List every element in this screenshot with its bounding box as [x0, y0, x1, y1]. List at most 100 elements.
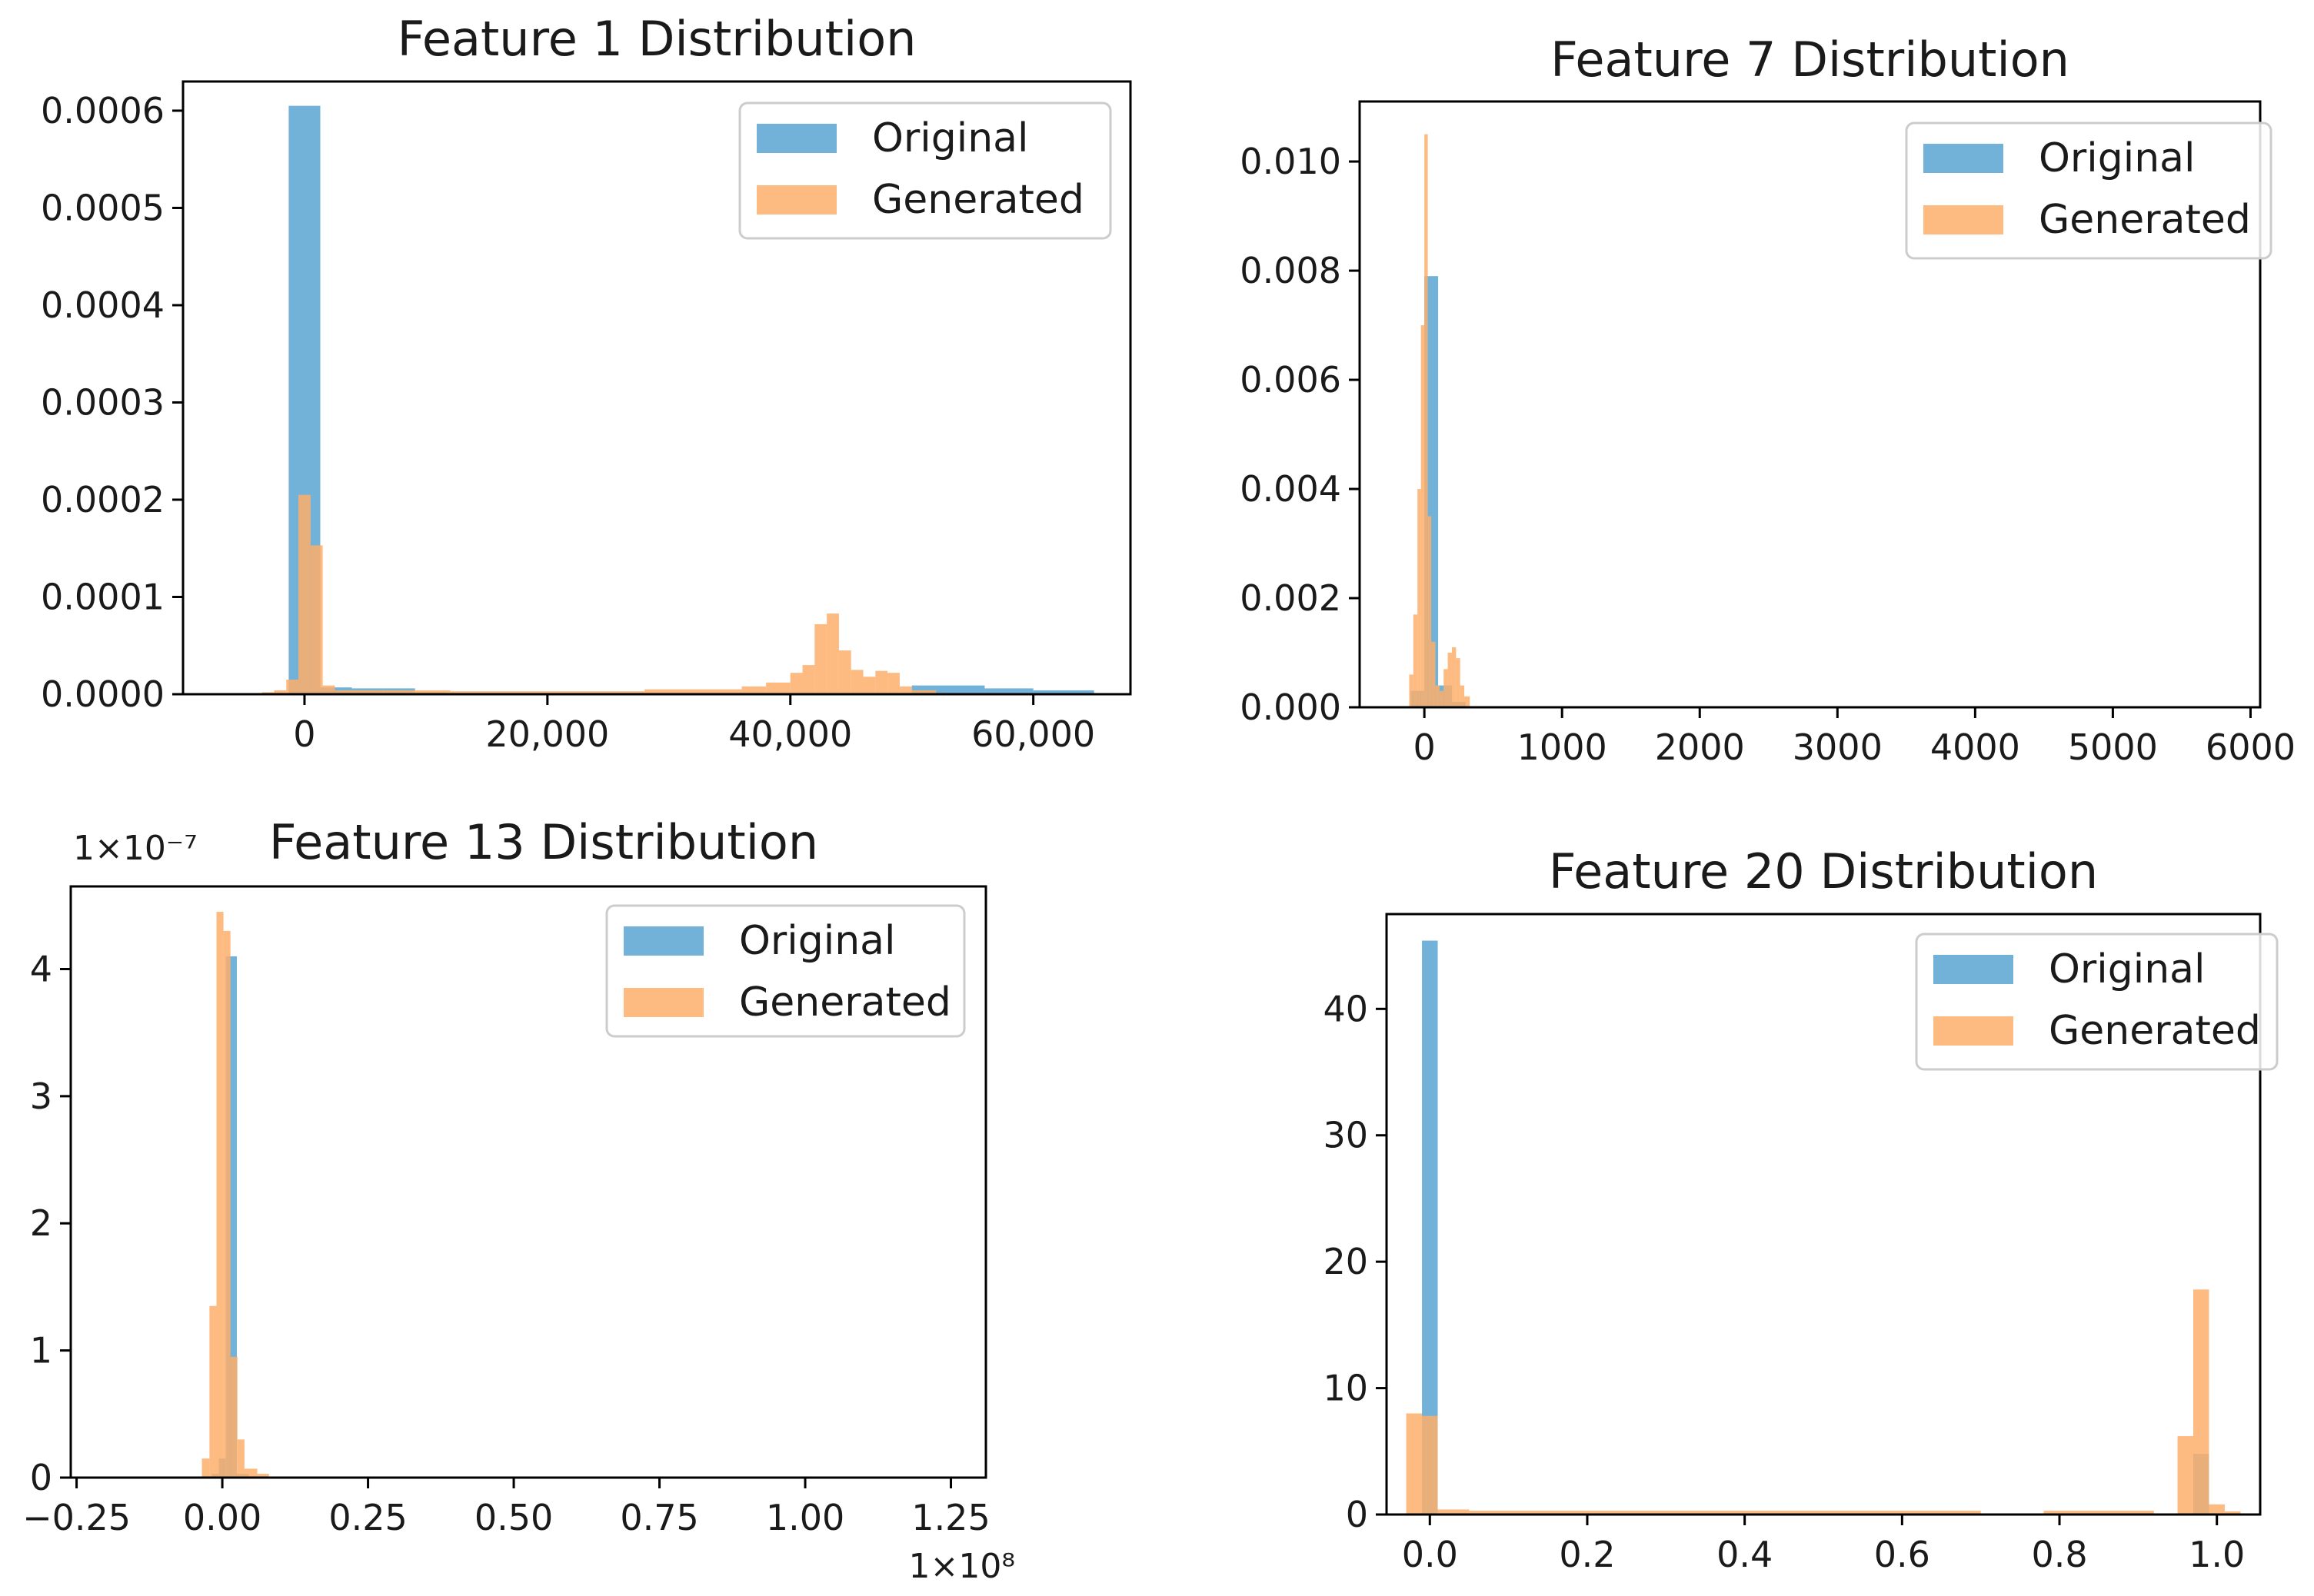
bar-generated-7 — [377, 690, 451, 694]
x-tick-label: 0.50 — [474, 1497, 553, 1538]
bar-generated-3 — [1420, 325, 1425, 707]
legend-swatch-generated — [757, 185, 837, 214]
bar-generated-8 — [1439, 690, 1444, 707]
y-tick-label: 0 — [1346, 1494, 1368, 1535]
bar-generated-14 — [1464, 696, 1470, 707]
bar-generated-5 — [1427, 516, 1432, 707]
bar-generated-7 — [257, 1474, 269, 1478]
bar-generated-4 — [230, 1356, 238, 1478]
x-tick-label: 0.75 — [620, 1497, 698, 1538]
x-tick-label: 0.4 — [1716, 1534, 1773, 1575]
bar-generated-15 — [827, 613, 839, 694]
series-generated — [1406, 1289, 2241, 1515]
y-tick-label: 0.0001 — [41, 576, 165, 617]
bar-generated-19 — [875, 670, 888, 694]
chart-panel-2: 0 1000 2000 3000 4000 5000 6000 0.000 0.002 0.004… — [1240, 32, 2296, 768]
plot-frame — [181, 80, 1132, 696]
bar-generated-7 — [1435, 685, 1440, 707]
bar-generated-1 — [209, 1305, 217, 1478]
legend-label-generated: Generated — [739, 979, 951, 1026]
legend: Original Generated — [1915, 933, 2279, 1071]
legend-swatch-generated — [624, 988, 704, 1017]
bar-generated-6 — [335, 690, 378, 694]
chart-panel-1: 0 20,000 40,000 60,000 0.0000 0.0001 0.0002 0.0… — [41, 11, 1132, 755]
bar-original-8 — [911, 685, 985, 694]
legend: Original Generated — [605, 904, 966, 1038]
bar-generated-17 — [851, 670, 864, 694]
bar-generated-14 — [814, 623, 827, 694]
y-tick-label: 0.004 — [1240, 468, 1341, 510]
bar-generated-12 — [1456, 658, 1460, 707]
y-tick-label: 0.000 — [1240, 687, 1341, 728]
legend-swatch-generated — [1933, 1016, 2013, 1046]
series-generated — [1409, 134, 1470, 708]
y-tick-label: 10 — [1323, 1368, 1368, 1409]
bar-generated-6 — [1431, 641, 1436, 707]
bar-generated-5 — [237, 1439, 245, 1478]
bar-generated-6 — [2193, 1289, 2209, 1515]
x-tick-label: 0.2 — [1559, 1534, 1615, 1575]
y-tick-label: 0.0002 — [41, 479, 165, 520]
y-tick-label: 2 — [30, 1202, 52, 1244]
legend-label-generated: Generated — [872, 177, 1084, 223]
bar-generated-10 — [1447, 653, 1452, 707]
bar-generated-1 — [1422, 1415, 1438, 1515]
bar-generated-9 — [644, 689, 742, 694]
bar-generated-13 — [1460, 685, 1465, 707]
x-tick-label: 1000 — [1517, 727, 1607, 768]
y-tick-label: 40 — [1323, 988, 1368, 1029]
plot-frame — [1358, 100, 2262, 709]
legend-swatch-original — [1933, 955, 2013, 984]
bar-generated-6 — [244, 1468, 258, 1478]
x-tick-label: 0 — [293, 713, 315, 755]
bar-generated-20 — [887, 673, 900, 694]
y-tick-label: 20 — [1323, 1241, 1368, 1282]
bar-generated-2 — [1417, 489, 1421, 707]
bar-generated-0 — [1409, 674, 1413, 707]
x-tick-label: 0 — [1413, 727, 1436, 768]
legend-label-generated: Generated — [2039, 197, 2251, 243]
bar-generated-3 — [1469, 1511, 1981, 1515]
chart-title: Feature 13 Distribution — [269, 814, 818, 870]
x-tick-label: 1.0 — [2189, 1534, 2245, 1575]
bar-generated-13 — [802, 665, 815, 694]
x-tick-label: 6000 — [2206, 727, 2296, 768]
x-tick-label: 3000 — [1793, 727, 1883, 768]
y-tick-label: 4 — [30, 948, 52, 989]
plot-frame — [69, 885, 987, 1479]
bar-generated-22 — [911, 690, 937, 694]
bar-generated-4 — [310, 545, 323, 694]
chart-title: Feature 20 Distribution — [1549, 843, 2098, 899]
chart-panel-4: 0.0 0.2 0.4 0.6 0.8 1.0 0 10 20 30 40 Feature 20 Di… — [1323, 843, 2279, 1575]
x-tick-label: 4000 — [1930, 727, 2020, 768]
y-tick-label: 30 — [1323, 1115, 1368, 1156]
y-tick-label: 0.0003 — [41, 381, 165, 423]
bar-generated-12 — [790, 673, 803, 694]
legend-swatch-generated — [1923, 205, 2003, 234]
bar-generated-11 — [766, 682, 791, 694]
legend-swatch-original — [1923, 144, 2003, 173]
x-tick-label: 0.8 — [2031, 1534, 2087, 1575]
chart-title: Feature 1 Distribution — [398, 11, 917, 67]
y-tick-label: 0.0005 — [41, 187, 165, 228]
bar-generated-4 — [2043, 1511, 2154, 1515]
y-tick-label: 0.010 — [1240, 141, 1341, 182]
bar-generated-8 — [450, 691, 645, 694]
x-axis-multiplier: 1×10⁸ — [909, 1547, 1016, 1586]
bar-generated-16 — [838, 650, 851, 694]
bar-generated-3 — [223, 930, 231, 1478]
bar-generated-10 — [741, 686, 767, 694]
bar-generated-5 — [322, 685, 335, 694]
bar-generated-4 — [1424, 134, 1428, 708]
bar-original-0 — [1422, 940, 1438, 1515]
x-tick-label: 20,000 — [485, 713, 609, 755]
legend-label-original: Original — [2039, 135, 2195, 181]
legend-label-original: Original — [2049, 946, 2205, 993]
legend: Original Generated — [1905, 121, 2272, 260]
bar-original-9 — [984, 688, 1034, 694]
bar-generated-8 — [2224, 1511, 2241, 1515]
x-tick-label: 0.00 — [183, 1497, 261, 1538]
chart-title: Feature 7 Distribution — [1550, 32, 2069, 88]
bar-generated-2 — [216, 912, 224, 1478]
y-axis-multiplier: 1×10⁻⁷ — [73, 829, 198, 868]
